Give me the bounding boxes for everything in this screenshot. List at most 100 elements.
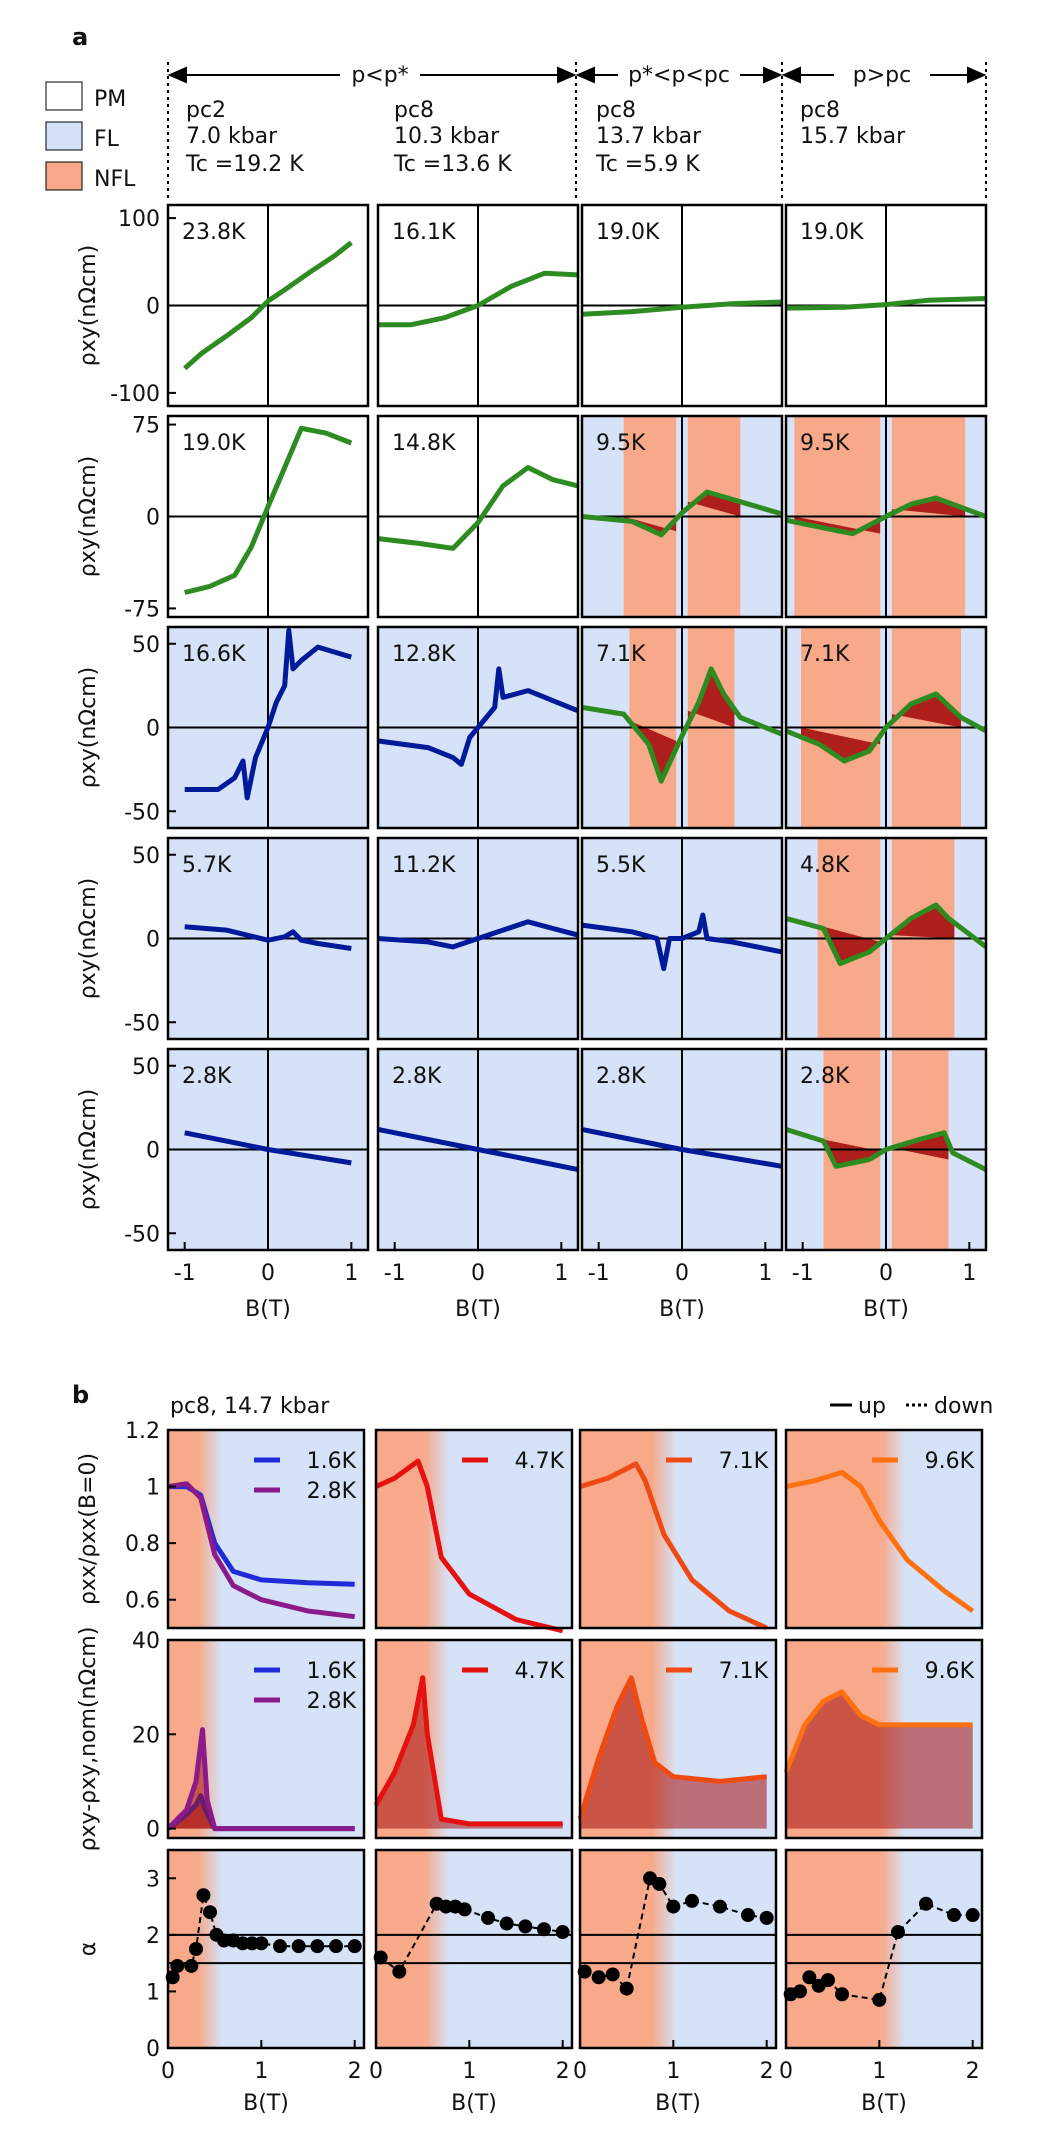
y-tick-label: -100	[110, 382, 160, 407]
legend-temperature: 7.1K	[719, 1659, 769, 1684]
x-tick-label: -1	[792, 1261, 814, 1286]
legend-up-label: up	[858, 1394, 886, 1419]
y-tick-label: 100	[118, 207, 160, 232]
col3-pressure: 13.7 kbar	[596, 124, 702, 149]
rho-xy-curve	[785, 691, 988, 764]
alpha-point	[759, 1910, 774, 1925]
panel-a-cell-r3-c3: 7.1K	[580, 625, 784, 830]
panel-a-cell-r1-c4: 19.0K	[784, 203, 988, 408]
alpha-point	[965, 1908, 980, 1923]
curve-9.6K	[785, 1469, 975, 1614]
y-tick-label: -50	[124, 1222, 160, 1247]
temperature-label: 2.8K	[392, 1064, 442, 1089]
y-axis-label: ρxy(nΩcm)	[76, 667, 101, 788]
alpha-point	[652, 1876, 667, 1891]
col1-sample: pc2	[186, 98, 226, 123]
alpha-point	[872, 1992, 887, 2007]
alpha-point	[499, 1916, 514, 1931]
y-tick-label: 50	[132, 633, 160, 658]
panel-b-cell-r3-c4: 0 1 2 B(T)	[779, 1848, 984, 2116]
legend-temperature: 2.8K	[307, 1689, 357, 1714]
alpha-point	[555, 1925, 570, 1940]
y-tick-label: 0	[146, 2037, 160, 2062]
alpha-point	[518, 1919, 533, 1934]
y-axis-label: ρxx/ρxx(B=0)	[76, 1453, 101, 1605]
plot-frame	[784, 625, 988, 830]
y-tick-label: 40	[132, 1629, 160, 1654]
y-axis-label: ρxy(nΩcm)	[76, 456, 101, 577]
hall-anomaly-fill	[891, 1133, 949, 1160]
x-axis-label: B(T)	[861, 2091, 907, 2116]
panel-b-cell-r1-c3: 7.1K	[578, 1428, 778, 1631]
rho-xy-curve	[785, 1127, 988, 1172]
nfl-region	[580, 1850, 652, 2048]
y-tick-label: 0	[146, 1139, 160, 1164]
y-axis-label: α	[76, 1942, 101, 1957]
y-tick-label: 0.8	[125, 1532, 160, 1557]
alpha-point	[170, 1958, 185, 1973]
x-tick-label: 0	[161, 2059, 175, 2084]
nfl-region	[786, 1430, 882, 1628]
alpha-point	[481, 1910, 495, 1925]
plot-frame	[166, 1638, 366, 1840]
legend-temperature: 9.6K	[925, 1659, 975, 1684]
legend-temperature: 4.7K	[515, 1659, 565, 1684]
anomaly-fill	[580, 1677, 767, 1829]
y-axis-label: ρxy(nΩcm)	[76, 878, 101, 999]
plot-frame	[376, 203, 580, 408]
plot-frame	[374, 1428, 574, 1630]
y-tick-label: 50	[132, 844, 160, 869]
rho-xy-curve	[581, 666, 783, 784]
col1-tc: Tc =19.2 K	[185, 152, 304, 177]
panel-a-cell-r1-c2: 16.1K	[376, 203, 580, 408]
plot-frame	[784, 836, 988, 1041]
nfl-region	[376, 1850, 425, 2048]
alpha-point	[802, 1970, 817, 1985]
panel-b-cell-r3-c1: 0 1 2 3 α 0 1 2 B(T)	[76, 1848, 366, 2116]
plot-frame	[578, 1428, 778, 1630]
nfl-fade	[424, 1850, 449, 2048]
panel-a-label: a	[72, 23, 88, 51]
alpha-point	[591, 1970, 606, 1985]
y-tick-label: -50	[124, 800, 160, 825]
x-tick-label: 1	[872, 2059, 886, 2084]
temperature-label: 7.1K	[596, 642, 646, 667]
alpha-point	[329, 1939, 343, 1954]
rho-xy-curve	[581, 912, 783, 972]
legend-label-nfl: NFL	[94, 167, 136, 192]
alpha-point	[619, 1981, 634, 1996]
col3-sample: pc8	[596, 98, 636, 123]
plot-frame	[784, 203, 988, 408]
rho-xy-curve	[377, 1126, 579, 1173]
y-tick-label: 1.2	[125, 1419, 160, 1444]
legend-label-fl: FL	[94, 127, 120, 152]
nfl-region	[168, 1430, 198, 1628]
rho-xy-curve	[581, 299, 783, 317]
panel-b-title: pc8, 14.7 kbar	[170, 1394, 330, 1419]
temperature-label: 16.1K	[392, 220, 456, 245]
alpha-point	[793, 1984, 807, 1999]
panel-a-cell-r2-c3: 9.5K	[580, 414, 784, 619]
x-tick-label: 2	[760, 2059, 774, 2084]
panel-a-cell-r4-c3: 5.5K	[580, 836, 784, 1041]
x-tick-label: 2	[966, 2059, 980, 2084]
alpha-point	[457, 1902, 472, 1917]
col2-tc: Tc =13.6 K	[393, 152, 512, 177]
plot-frame	[784, 1428, 984, 1630]
legend-temperature: 2.8K	[307, 1479, 357, 1504]
rho-xy-curve	[785, 296, 987, 311]
alpha-point	[919, 1896, 933, 1911]
alpha-point	[741, 1908, 755, 1923]
plot-frame	[166, 1428, 366, 1630]
y-tick-label: 20	[132, 1723, 160, 1748]
legend-label-pm: PM	[94, 87, 126, 112]
y-tick-label: 1	[146, 1476, 160, 1501]
regime-label-2: p*<p<pc	[628, 63, 730, 88]
alpha-line	[380, 1902, 563, 1974]
legend-down-label: down	[934, 1394, 993, 1419]
temperature-label: 2.8K	[596, 1064, 646, 1089]
x-axis-label: B(T)	[863, 1297, 909, 1322]
alpha-point	[666, 1899, 681, 1914]
panel-a-cell-r1-c3: 19.0K	[580, 203, 784, 408]
panel-b-line-legend: up down	[830, 1394, 993, 1419]
